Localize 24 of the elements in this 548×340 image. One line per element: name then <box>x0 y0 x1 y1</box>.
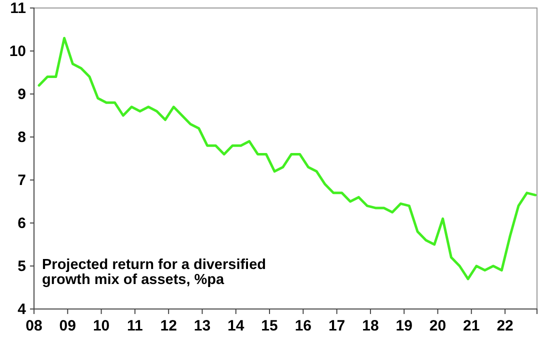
y-tick-label: 10 <box>9 42 26 60</box>
x-tick-label: 20 <box>429 318 446 335</box>
y-tick-label: 7 <box>18 172 26 189</box>
y-tick-label: 5 <box>18 258 26 275</box>
y-tick-label: 8 <box>18 128 26 146</box>
x-tick-label: 15 <box>261 318 278 335</box>
x-tick-label: 13 <box>194 318 211 335</box>
x-tick-label: 22 <box>496 318 514 335</box>
x-tick-label: 08 <box>26 318 42 335</box>
x-tick-label: 14 <box>228 318 245 335</box>
annotation: Projected return for a diversified growth mix of assets, %pa <box>42 257 266 288</box>
y-tick-label: 6 <box>18 214 26 232</box>
x-tick-label: 10 <box>92 318 110 335</box>
x-tick-label: 12 <box>160 318 177 335</box>
x-tick-label: 18 <box>362 318 379 335</box>
y-tick-label: 4 <box>18 300 27 318</box>
y-tick-label: 9 <box>18 86 26 103</box>
x-tick-label: 11 <box>127 318 143 335</box>
x-tick-label: 16 <box>294 318 312 335</box>
x-tick-label: 19 <box>396 318 412 335</box>
x-tick-label: 09 <box>59 318 76 335</box>
y-tick-label: 11 <box>10 0 26 17</box>
x-tick-label: 21 <box>463 318 480 335</box>
x-tick-label: 17 <box>328 318 346 335</box>
